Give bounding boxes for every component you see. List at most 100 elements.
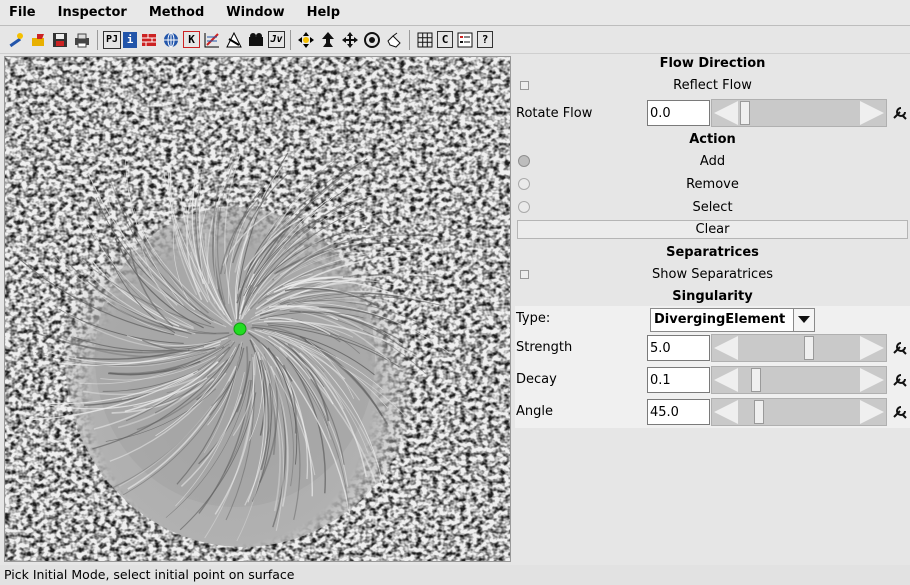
slider-thumb[interactable] <box>753 400 764 424</box>
decay-input[interactable]: 0.1 <box>647 367 710 393</box>
streamline <box>300 301 452 355</box>
streamline <box>26 373 194 421</box>
streamline <box>284 287 380 308</box>
singularity-point[interactable] <box>233 322 247 336</box>
streamline <box>165 379 250 518</box>
wand-icon[interactable] <box>6 30 26 50</box>
slider-right-arrow-icon[interactable] <box>860 368 884 392</box>
streamline <box>252 208 362 295</box>
streamline <box>275 234 438 274</box>
chevron-down-icon[interactable] <box>793 309 814 331</box>
move-icon[interactable] <box>340 30 360 50</box>
type-select[interactable]: DivergingElement <box>650 308 815 332</box>
help-icon[interactable]: ? <box>477 31 493 48</box>
streamline <box>109 345 225 375</box>
list-icon[interactable] <box>455 30 475 50</box>
rotate-icon[interactable] <box>318 30 338 50</box>
radio-remove[interactable] <box>518 178 530 190</box>
camera-icon[interactable] <box>246 30 266 50</box>
wrench-icon[interactable] <box>892 372 908 388</box>
action-title: Action <box>689 132 736 147</box>
slider-thumb[interactable] <box>751 368 761 392</box>
streamline <box>276 356 309 480</box>
toolbar-separator <box>290 29 291 50</box>
streamline <box>273 276 344 293</box>
streamline <box>253 158 368 275</box>
grid-icon[interactable] <box>415 30 435 50</box>
streamline <box>267 318 341 343</box>
menu-file[interactable]: File <box>9 5 36 20</box>
print-icon[interactable] <box>72 30 92 50</box>
triangle-icon[interactable] <box>224 30 244 50</box>
streamline <box>219 198 259 275</box>
decay-slider[interactable] <box>711 366 887 394</box>
slider-left-arrow-icon[interactable] <box>714 400 738 424</box>
streamline <box>104 190 178 306</box>
pj-icon[interactable]: PJ <box>103 30 121 49</box>
slider-right-arrow-icon[interactable] <box>860 336 884 360</box>
rotate-flow-input[interactable]: 0.0 <box>647 100 710 126</box>
angle-label: Angle <box>516 404 553 419</box>
streamline <box>263 320 420 358</box>
streamline <box>243 218 319 297</box>
streamline <box>122 373 236 496</box>
slider-left-arrow-icon[interactable] <box>714 336 738 360</box>
grid-flow-icon[interactable] <box>202 30 222 50</box>
streamline <box>36 370 199 405</box>
menu-inspector[interactable]: Inspector <box>57 5 127 20</box>
strength-slider[interactable] <box>711 334 887 362</box>
streamline <box>246 300 371 324</box>
slider-left-arrow-icon[interactable] <box>714 101 738 125</box>
menu-help[interactable]: Help <box>306 5 341 20</box>
streamline <box>268 305 339 321</box>
menu-window[interactable]: Window <box>226 5 285 20</box>
flow-texture[interactable] <box>5 57 510 561</box>
streamline <box>87 272 196 335</box>
streamline <box>249 339 266 436</box>
streamline <box>88 173 196 311</box>
info-icon[interactable]: i <box>123 31 137 48</box>
streamline <box>204 392 254 539</box>
flow-viewport[interactable] <box>4 56 511 562</box>
streamline <box>270 365 289 507</box>
streamline <box>114 238 204 329</box>
radio-select[interactable] <box>518 201 530 213</box>
menu-method[interactable]: Method <box>148 5 205 20</box>
streamline <box>126 335 229 347</box>
streamline <box>224 152 242 323</box>
strength-input[interactable]: 5.0 <box>647 335 710 361</box>
globe-icon[interactable] <box>161 30 181 50</box>
angle-input[interactable]: 45.0 <box>647 399 710 425</box>
action-remove-label: Remove <box>686 177 739 192</box>
radio-add[interactable] <box>518 155 530 167</box>
clear-button[interactable]: Clear <box>517 220 908 239</box>
jv-icon[interactable]: Jv <box>268 31 285 48</box>
streamline <box>179 392 257 531</box>
open-icon[interactable] <box>28 30 48 50</box>
brick-icon[interactable] <box>139 30 159 50</box>
save-icon[interactable] <box>50 30 70 50</box>
k-icon[interactable]: K <box>183 31 200 48</box>
wrench-icon[interactable] <box>892 340 908 356</box>
pick-icon[interactable] <box>296 30 316 50</box>
reflect-flow-checkbox[interactable] <box>520 81 529 90</box>
c-icon[interactable]: C <box>437 31 453 48</box>
streamline <box>211 347 245 407</box>
show-separatrices-checkbox[interactable] <box>520 270 529 279</box>
angle-slider[interactable] <box>711 398 887 426</box>
hand-icon[interactable] <box>384 30 404 50</box>
rotate-flow-slider[interactable] <box>711 99 887 127</box>
streamline <box>261 356 285 531</box>
slider-left-arrow-icon[interactable] <box>714 368 738 392</box>
streamline <box>198 379 252 514</box>
streamline <box>279 300 442 336</box>
streamline <box>125 341 233 422</box>
wrench-icon[interactable] <box>892 404 908 420</box>
slider-thumb[interactable] <box>803 336 814 360</box>
slider-thumb[interactable] <box>740 101 750 125</box>
slider-right-arrow-icon[interactable] <box>860 400 884 424</box>
wrench-icon[interactable] <box>892 105 908 121</box>
streamline <box>155 347 237 437</box>
slider-right-arrow-icon[interactable] <box>860 101 884 125</box>
target-icon[interactable] <box>362 30 382 50</box>
